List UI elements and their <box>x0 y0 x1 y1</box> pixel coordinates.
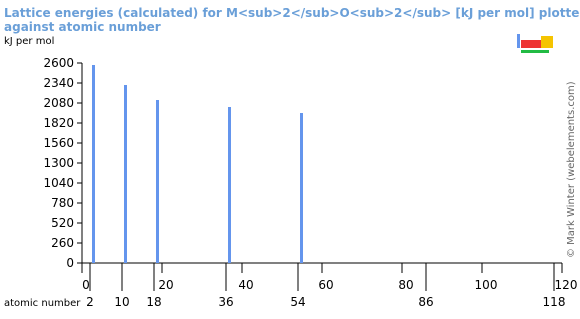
y-tick-label: 2340 <box>43 76 74 90</box>
y-tick-label: 1040 <box>43 176 74 190</box>
chart-title: Lattice energies (calculated) for M<sub>… <box>4 6 580 20</box>
y-tick-label: 1820 <box>43 116 74 130</box>
y-tick-label: 520 <box>51 216 74 230</box>
chart-subtitle: against atomic number <box>4 20 161 34</box>
marked-x-label: 54 <box>290 295 305 309</box>
x-tick-label: 0 <box>82 278 90 292</box>
bar <box>92 65 95 263</box>
x-axis-label: atomic number <box>4 298 81 309</box>
marked-x-label: 86 <box>418 295 433 309</box>
marked-x-label: 118 <box>543 295 566 309</box>
bar <box>300 113 303 263</box>
x-tick-label: 100 <box>475 278 498 292</box>
x-tick-label: 120 <box>555 278 578 292</box>
y-tick-label: 1300 <box>43 156 74 170</box>
y-tick-label: 1560 <box>43 136 74 150</box>
bar <box>228 107 231 263</box>
marked-x-label: 36 <box>218 295 233 309</box>
bar <box>156 100 159 263</box>
x-tick-label: 40 <box>238 278 253 292</box>
y-axis-label: kJ per mol <box>4 36 54 47</box>
y-tick-label: 0 <box>66 256 74 270</box>
y-tick-label: 260 <box>51 236 74 250</box>
marked-x-label: 2 <box>86 295 94 309</box>
x-tick-label: 60 <box>318 278 333 292</box>
x-tick-label: 80 <box>398 278 413 292</box>
y-tick-label: 780 <box>51 196 74 210</box>
marked-x-label: 10 <box>114 295 129 309</box>
y-tick-label: 2600 <box>43 56 74 70</box>
periodic-icon <box>517 34 553 53</box>
x-tick-label: 20 <box>158 278 173 292</box>
bar <box>124 85 127 263</box>
y-tick-label: 2080 <box>43 96 74 110</box>
credit: © Mark Winter (webelements.com) <box>566 81 577 258</box>
marked-x-label: 18 <box>146 295 161 309</box>
